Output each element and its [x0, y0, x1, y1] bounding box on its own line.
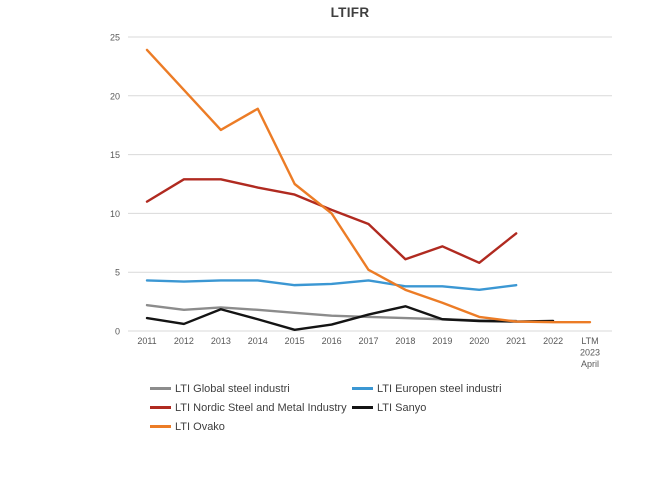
x-tick-label: 2017 [358, 336, 378, 346]
legend-line-swatch-red [150, 406, 171, 409]
x-tick-label: 2022 [543, 336, 563, 346]
y-tick-label: 5 [115, 268, 120, 278]
y-tick-label: 15 [110, 150, 120, 160]
legend-line-swatch-gray [150, 387, 171, 390]
x-tick-label: 2015 [285, 336, 305, 346]
legend-line-swatch-orange [150, 425, 171, 428]
legend-item-global-steel: LTI Global steel industri [150, 382, 290, 395]
legend-label: LTI Ovako [175, 420, 225, 433]
legend-item-nordic-steel: LTI Nordic Steel and Metal Industry [150, 401, 347, 414]
x-tick-label: 2020 [469, 336, 489, 346]
legend-label: LTI Global steel industri [175, 382, 290, 395]
series-line-lti-nordic-steel-and-metal-industry [145, 178, 518, 264]
x-tick-label: LTM 2023 April [580, 336, 600, 369]
x-tick-label: 2012 [174, 336, 194, 346]
y-tick-label: 20 [110, 91, 120, 101]
x-tick-label: 2011 [137, 336, 156, 346]
series-line-lti-europen-steel-industri [145, 279, 518, 292]
series-line-lti-ovako [145, 48, 592, 324]
y-tick-label: 10 [110, 209, 120, 219]
y-tick-label: 25 [110, 33, 120, 43]
x-tick-label: 2013 [211, 336, 231, 346]
series-line-lti-global-steel-industri [145, 303, 518, 323]
series-line-lti-sanyo [145, 305, 555, 332]
legend-item-sanyo: LTI Sanyo [352, 401, 426, 414]
legend-label: LTI Sanyo [377, 401, 427, 414]
x-tick-label: 2018 [395, 336, 415, 346]
x-tick-label: 2014 [248, 336, 268, 346]
y-tick-label: 0 [115, 327, 120, 337]
x-tick-label: 2019 [432, 336, 452, 346]
x-tick-label: 2016 [322, 336, 342, 346]
chart-title: LTIFR [330, 5, 370, 20]
legend-line-swatch-blue [352, 387, 373, 390]
legend-label: LTI Europen steel industri [377, 382, 502, 395]
legend-label: LTI Nordic Steel and Metal Industry [175, 401, 347, 414]
legend-line-swatch-black [352, 406, 373, 409]
x-tick-label: 2021 [506, 336, 526, 346]
legend-item-europen-steel: LTI Europen steel industri [352, 382, 502, 395]
legend-item-ovako: LTI Ovako [150, 420, 225, 433]
